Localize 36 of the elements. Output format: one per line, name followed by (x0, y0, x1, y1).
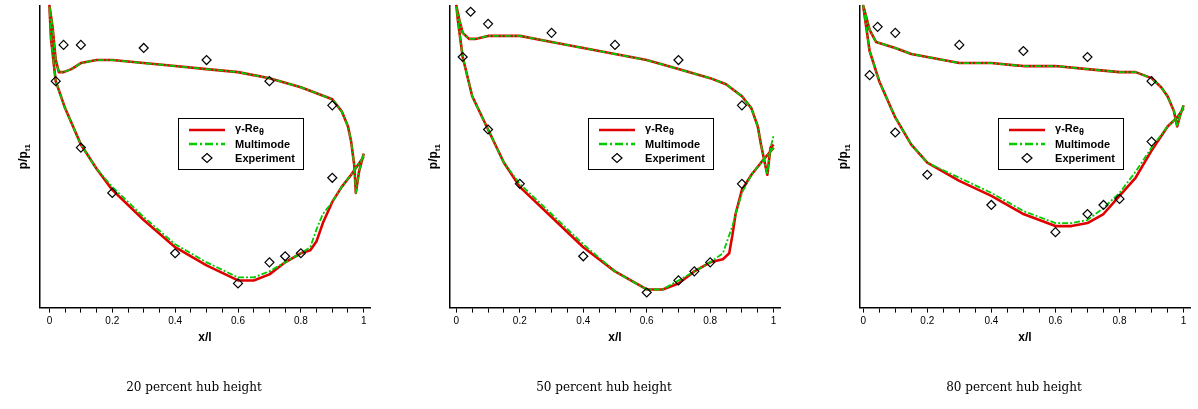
x-tick-label: 0.6 (1048, 315, 1063, 327)
legend-label: Experiment (1055, 152, 1115, 164)
text: 50 percent hub height (535, 380, 673, 394)
x-tick-label: 0.4 (984, 315, 999, 327)
x-tick-label: 0.2 (920, 315, 935, 327)
x-axis-title: x/l (198, 330, 212, 345)
x-tick-label: 0.8 (293, 315, 309, 327)
x-tick-label: 0.2 (512, 315, 528, 327)
x-tick-label: 1 (1180, 315, 1187, 327)
legend-label: Multimode (645, 138, 701, 150)
x-tick-label: 1 (770, 315, 777, 327)
x-tick-label: 0.4 (576, 315, 591, 327)
x-tick-label: 0.4 (168, 315, 183, 327)
legend-label: Multimode (1055, 138, 1111, 150)
x-tick-label: 1 (360, 315, 367, 327)
x-tick-label: 0.8 (703, 315, 718, 327)
legend-label: γ-Re$_{θ}$ (235, 122, 264, 138)
legend-label: Experiment (645, 152, 705, 164)
legend-label: γ-Re$_{θ}$ (1055, 122, 1084, 138)
text: 20 percent hub height (125, 380, 263, 394)
legend-label: Experiment (235, 152, 295, 164)
x-axis-title: x/l (1018, 330, 1032, 345)
x-tick-label: 0 (46, 315, 53, 327)
x-tick-label: 0.2 (105, 315, 120, 327)
legend-label: γ-Re$_{θ}$ (645, 122, 674, 138)
text: 80 percent hub height (945, 380, 1083, 394)
x-tick-label: 0.8 (1112, 315, 1127, 327)
y-axis-title: p/pt1 (836, 143, 853, 170)
y-axis-title: p/pt1 (426, 143, 443, 170)
x-axis-title: x/l (608, 330, 622, 345)
x-tick-label: 0 (453, 315, 460, 327)
legend-label: Multimode (235, 138, 291, 150)
x-tick-label: 0 (860, 315, 867, 327)
x-tick-label: 0.6 (639, 315, 655, 327)
x-tick-label: 0.6 (231, 315, 246, 327)
y-axis-title: p/pt1 (16, 143, 33, 170)
